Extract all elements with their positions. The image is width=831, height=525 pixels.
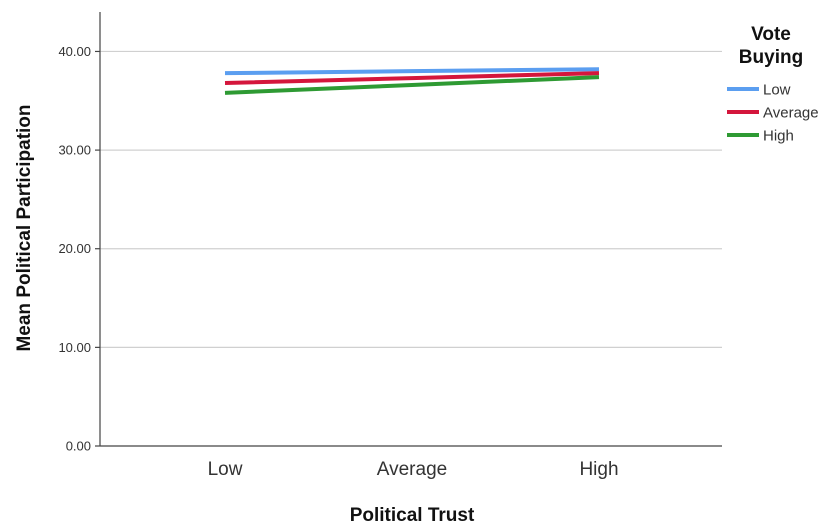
legend-title-line-2: Buying (739, 47, 803, 68)
y-tick-labels: 0.00 10.00 20.00 30.00 40.00 (58, 44, 100, 454)
legend-label-average: Average (763, 105, 819, 122)
x-tick-label: High (579, 459, 618, 480)
legend-label-high: High (763, 128, 794, 145)
legend-title-line-1: Vote (751, 24, 791, 45)
legend: Vote Buying Low Average High (727, 24, 819, 145)
legend-items: Low Average High (727, 82, 819, 145)
y-tick-label: 0.00 (66, 439, 91, 454)
axes (99, 12, 722, 447)
series-line-high (224, 75, 600, 95)
series-line-average (224, 71, 600, 86)
y-axis-title: Mean Political Participation (14, 104, 35, 351)
y-tick-label: 10.00 (58, 340, 91, 355)
x-tick-label: Average (377, 459, 447, 480)
y-tick-label: 20.00 (58, 241, 91, 256)
series-line-low (224, 67, 600, 76)
legend-label-low: Low (763, 82, 791, 99)
x-tick-labels: Low Average High (208, 459, 619, 480)
x-tick-label: Low (208, 459, 243, 480)
x-axis-title: Political Trust (350, 505, 475, 525)
gridlines (100, 50, 722, 348)
series-lines (224, 67, 600, 95)
y-tick-label: 40.00 (58, 44, 91, 59)
y-tick-label: 30.00 (58, 143, 91, 158)
